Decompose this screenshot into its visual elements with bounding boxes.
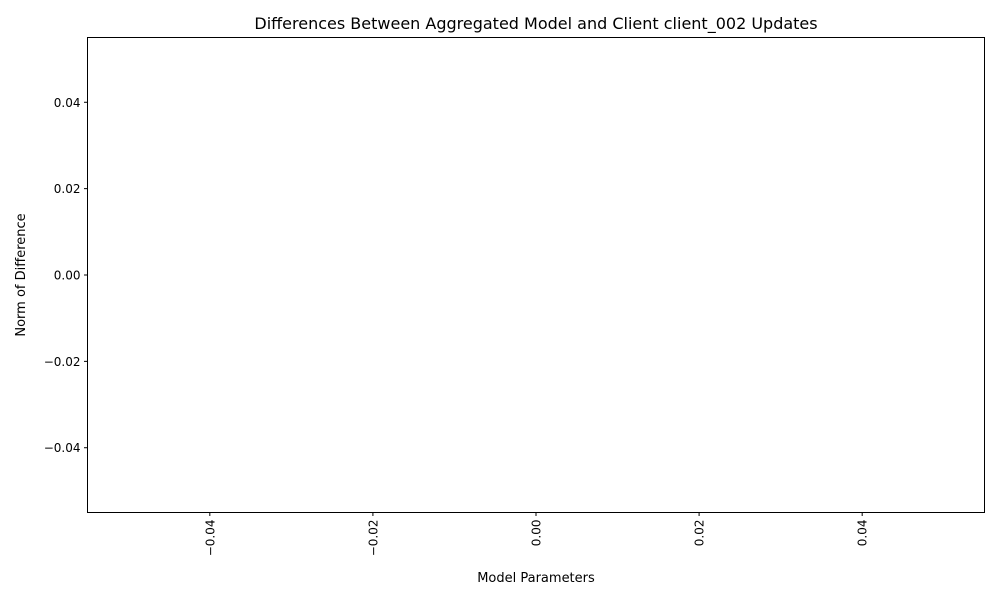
x-tick-label: −0.02 — [366, 520, 380, 557]
x-tick-label: −0.04 — [203, 520, 217, 557]
y-tick-label: 0.04 — [54, 96, 81, 110]
y-axis: −0.04 −0.02 0.00 0.02 0.04 — [44, 96, 88, 455]
y-tick-label: −0.04 — [44, 441, 81, 455]
chart-title: Differences Between Aggregated Model and… — [254, 14, 817, 34]
x-axis-label: Model Parameters — [477, 571, 595, 586]
y-tick-label: 0.00 — [54, 269, 81, 283]
x-tick-label: 0.02 — [693, 520, 707, 547]
plot-frame — [87, 37, 985, 513]
x-axis: −0.04 −0.02 0.00 0.02 0.04 — [203, 512, 870, 557]
x-tick-label: 0.04 — [856, 520, 870, 547]
y-axis-label: Norm of Difference — [14, 213, 29, 336]
y-tick-label: −0.02 — [44, 355, 81, 369]
x-tick-label: 0.00 — [530, 520, 544, 547]
plot-area — [87, 37, 985, 513]
y-tick-label: 0.02 — [54, 182, 81, 196]
